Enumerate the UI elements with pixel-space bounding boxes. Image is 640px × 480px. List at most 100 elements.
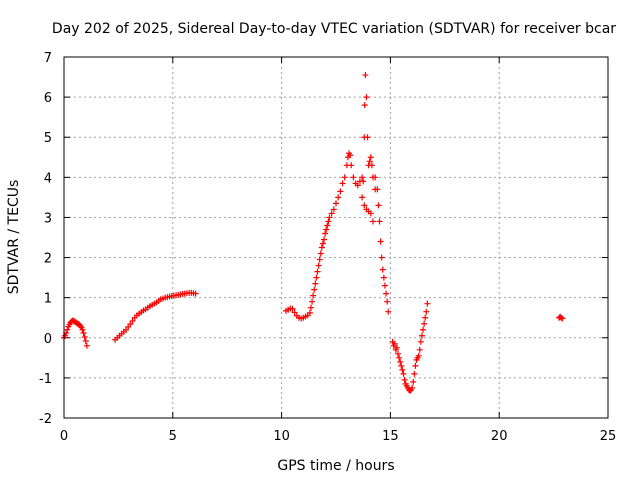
y-tick-label: 1 — [44, 292, 52, 307]
y-tick-label: 5 — [44, 131, 52, 146]
data-point — [359, 174, 366, 181]
y-tick-label: 7 — [44, 51, 52, 66]
data-point — [401, 376, 408, 383]
data-point — [82, 337, 89, 344]
data-point — [324, 222, 331, 229]
x-tick-label: 15 — [382, 429, 399, 444]
data-point — [333, 200, 339, 207]
data-point — [558, 314, 565, 321]
data-point — [80, 329, 87, 336]
y-tick-label: 0 — [44, 332, 52, 347]
data-point — [412, 362, 419, 369]
y-tick-label: 6 — [44, 91, 52, 106]
data-point — [330, 206, 337, 213]
data-point — [341, 174, 348, 181]
data-point — [424, 300, 431, 307]
data-point — [416, 346, 423, 353]
data-point — [319, 240, 326, 247]
x-tick-label: 5 — [169, 429, 177, 444]
x-axis-label: GPS time / hours — [277, 458, 394, 474]
data-point — [323, 226, 330, 233]
data-point — [367, 210, 374, 217]
data-point — [359, 194, 366, 201]
grid — [64, 57, 608, 418]
data-point — [396, 354, 403, 361]
y-axis-label: SDTVAR / TECUs — [6, 180, 22, 295]
data-point — [381, 282, 388, 289]
data-point — [64, 326, 71, 333]
data-point — [395, 350, 402, 357]
data-point — [339, 180, 346, 187]
data-point — [363, 94, 370, 101]
data-point — [314, 268, 321, 275]
plot-frame — [63, 56, 609, 419]
data-point — [420, 326, 427, 333]
data-point — [83, 342, 90, 349]
y-tick-label: 4 — [44, 171, 52, 186]
data-point — [378, 254, 385, 261]
data-point — [418, 332, 425, 339]
data-point — [369, 218, 376, 225]
data-point — [410, 378, 417, 385]
data-point — [383, 290, 390, 297]
data-point — [364, 134, 371, 141]
data-point — [313, 274, 320, 281]
data-point — [192, 290, 199, 297]
data-point — [362, 72, 369, 79]
data-point — [393, 344, 400, 351]
data-point — [335, 194, 342, 201]
data-point — [384, 298, 391, 305]
x-tick-label: 10 — [273, 429, 290, 444]
data-point — [423, 308, 430, 315]
data-point — [309, 298, 316, 305]
data-point — [321, 236, 328, 243]
y-tick-label: 3 — [44, 211, 52, 226]
data-point — [289, 305, 296, 312]
data-point — [376, 218, 383, 225]
data-point — [374, 186, 381, 193]
data-point — [377, 238, 384, 245]
data-point — [322, 230, 329, 237]
axis-ticks: 0 5 10 15 20 25 -2 -1 0 1 2 3 4 5 6 7 — [39, 51, 616, 444]
y-tick-label: -1 — [39, 372, 52, 387]
data-point — [360, 178, 367, 185]
data-point — [317, 250, 324, 257]
data-point — [559, 315, 566, 322]
data-point — [337, 188, 344, 195]
y-tick-label: -2 — [39, 412, 52, 427]
x-tick-label: 0 — [60, 429, 68, 444]
data-point — [306, 309, 313, 316]
data-point — [129, 317, 136, 324]
data-point — [385, 308, 392, 315]
data-point — [400, 370, 407, 377]
data-point — [79, 326, 86, 333]
data-point — [367, 154, 374, 161]
data-series — [61, 72, 566, 394]
data-point — [375, 202, 382, 209]
chart-title: Day 202 of 2025, Sidereal Day-to-day VTE… — [52, 21, 616, 37]
data-point — [81, 333, 88, 340]
data-point — [62, 332, 69, 339]
data-point — [380, 274, 387, 281]
data-point — [391, 340, 398, 347]
data-point — [328, 210, 335, 217]
data-point — [368, 162, 375, 169]
data-point — [366, 158, 373, 165]
data-point — [325, 218, 332, 225]
data-point — [361, 202, 368, 209]
data-point — [316, 256, 323, 263]
data-point — [312, 280, 319, 287]
data-point — [307, 304, 314, 311]
data-point — [361, 102, 368, 109]
data-point — [372, 174, 379, 181]
data-point — [127, 321, 134, 328]
data-point — [326, 214, 333, 221]
data-point — [422, 314, 429, 321]
data-point — [291, 309, 298, 316]
data-point — [397, 358, 404, 365]
data-point — [311, 286, 318, 293]
data-point — [411, 370, 418, 377]
data-point — [415, 352, 422, 359]
data-point — [398, 362, 405, 369]
